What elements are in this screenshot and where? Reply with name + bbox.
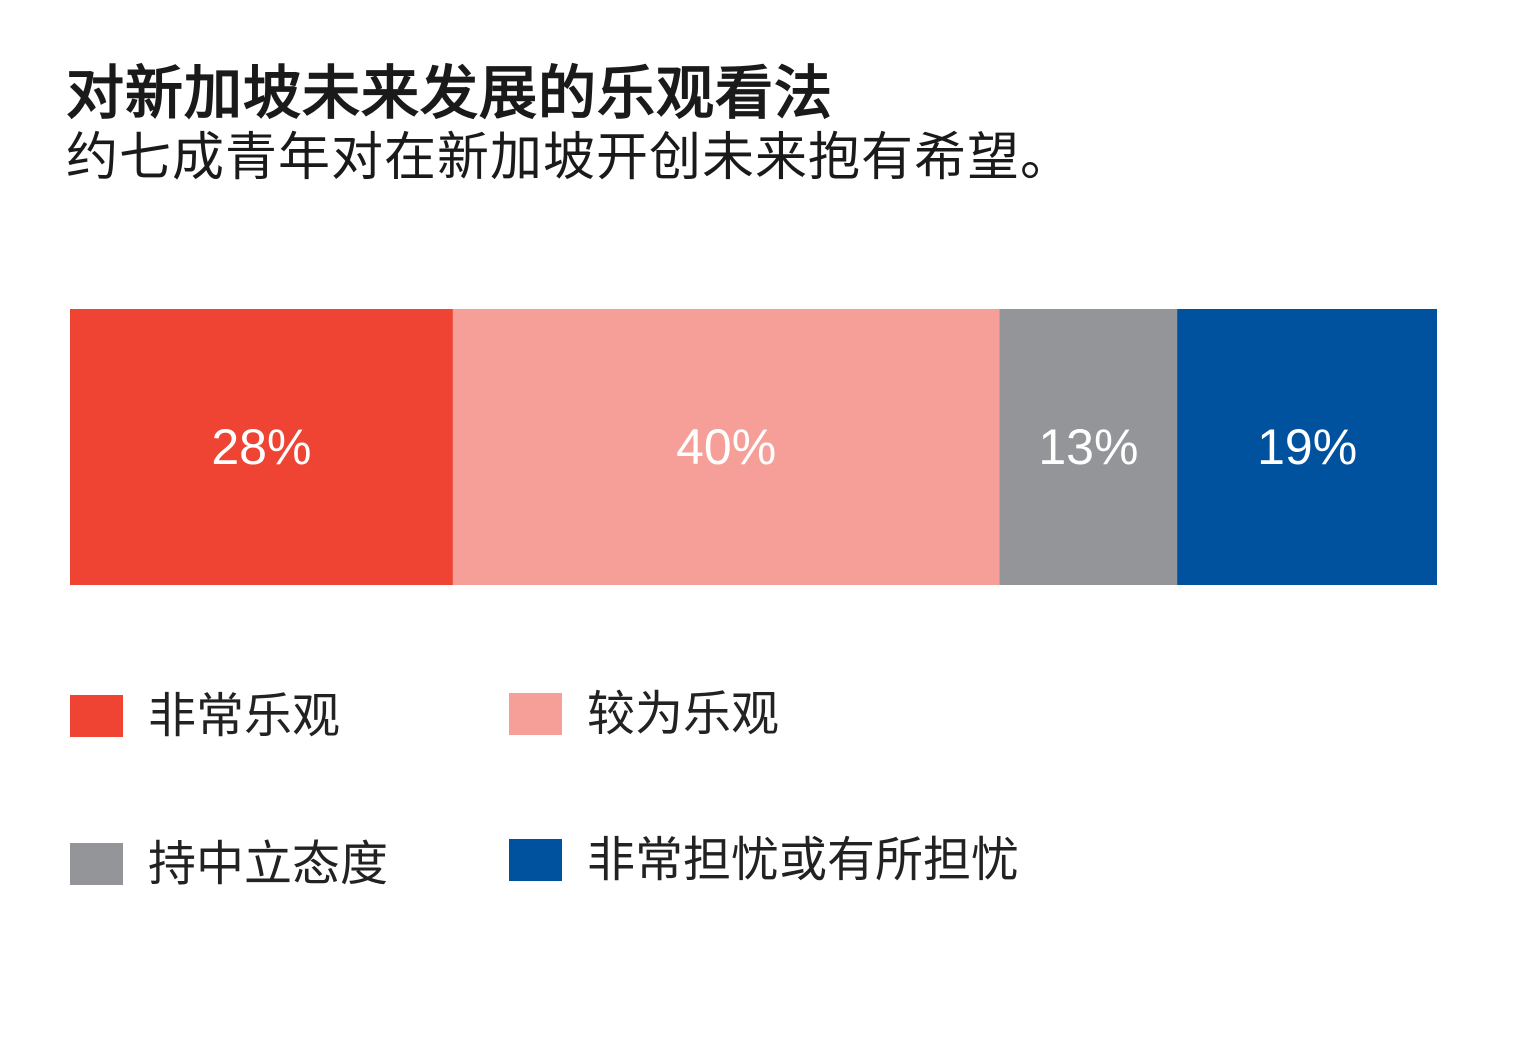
bar-segment-3	[999, 309, 1178, 585]
bar-segment-label-3: 13%	[1038, 419, 1138, 475]
legend-label: 非常担忧或有所担忧	[587, 832, 1020, 888]
bar-segment-label-4: 19%	[1257, 419, 1357, 475]
chart-title: 对新加坡未来发展的乐观看法	[66, 59, 834, 127]
legend-swatch	[509, 693, 562, 735]
legend-swatch	[70, 843, 123, 885]
legend-item-worried: 非常担忧或有所担忧	[509, 836, 1019, 884]
legend-item-somewhat-optimistic: 较为乐观	[509, 690, 779, 738]
legend-swatch	[509, 839, 562, 881]
legend: 非常乐观 较为乐观 持中立态度 非常担忧或有所担忧	[70, 670, 1170, 920]
legend-label: 非常乐观	[148, 688, 341, 744]
stacked-bar-svg: 28% 40% 13% 19%	[70, 309, 1437, 585]
legend-item-very-optimistic: 非常乐观	[70, 692, 340, 740]
bar-segment-1	[70, 309, 454, 585]
bar-segment-label-2: 40%	[676, 419, 776, 475]
legend-swatch	[70, 695, 123, 737]
legend-item-neutral: 持中立态度	[70, 840, 388, 888]
bar-segment-2	[452, 309, 1001, 585]
legend-label: 持中立态度	[148, 836, 389, 892]
chart-subtitle: 约七成青年对在新加坡开创未来抱有希望。	[66, 128, 1074, 188]
legend-label: 较为乐观	[587, 686, 780, 742]
stacked-bar: 28% 40% 13% 19%	[70, 309, 1437, 585]
bar-segment-4	[1177, 309, 1437, 585]
bar-segment-label-1: 28%	[211, 419, 311, 475]
